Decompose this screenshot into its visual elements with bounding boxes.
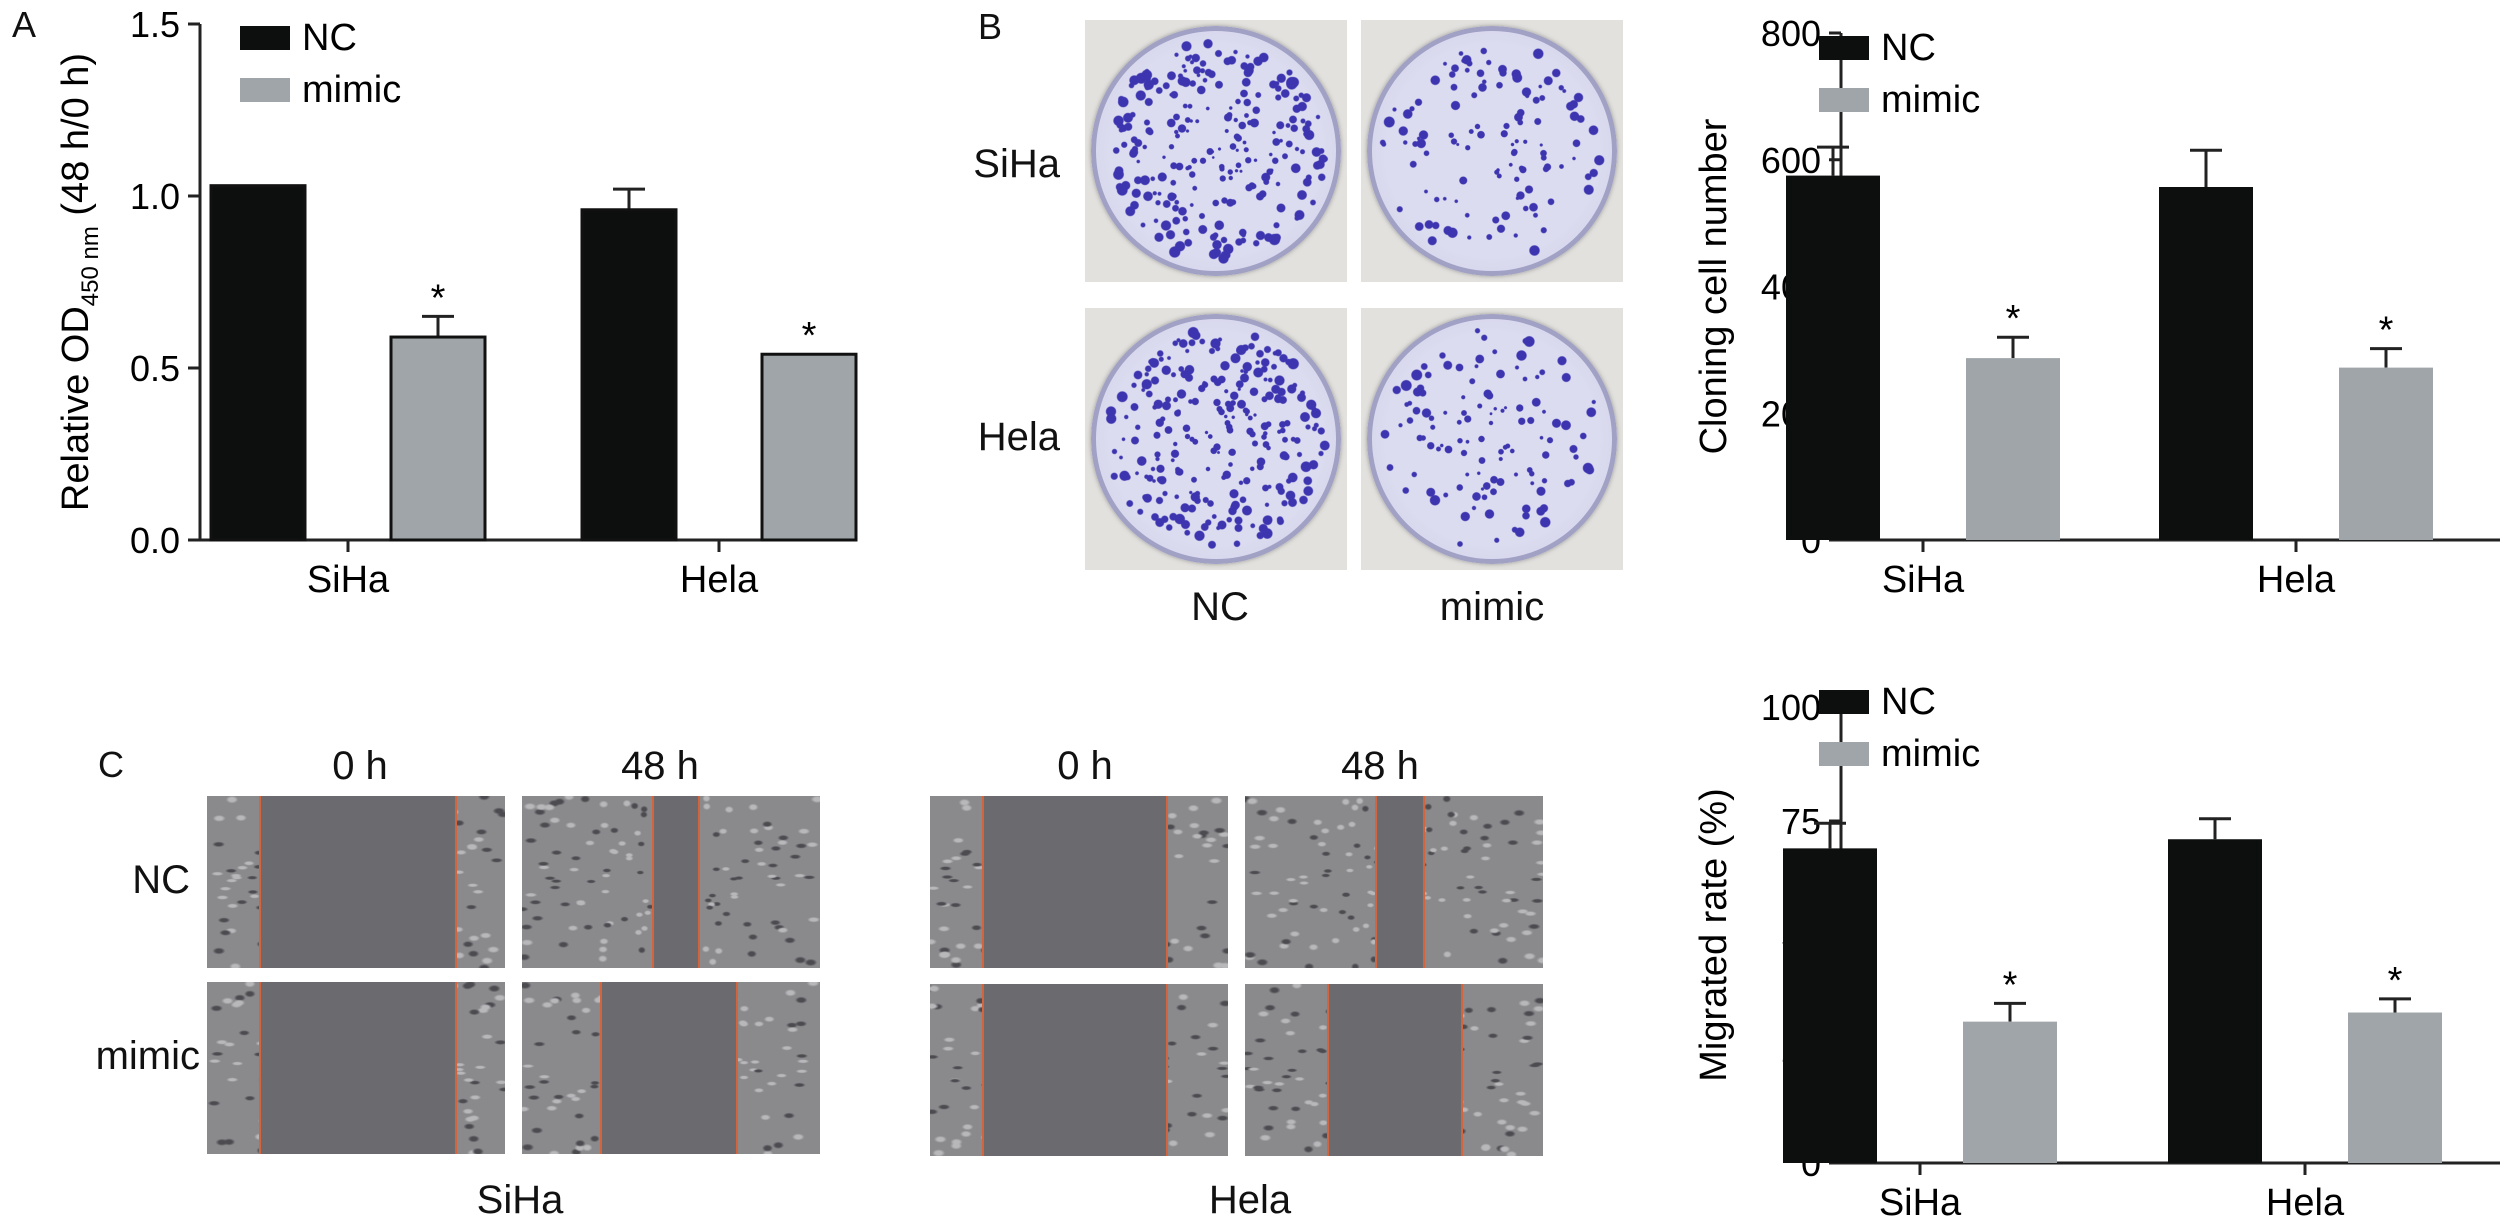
c0-bar-1-1	[760, 352, 858, 542]
c1-ytick-label-3: 600	[1761, 140, 1821, 181]
c1-bar-0-0	[1786, 175, 1880, 540]
c1-legend-label-1: mimic	[1881, 79, 1980, 121]
time-label-hela-0h: 0 h	[1057, 744, 1113, 788]
c0-ytick-label-1: 0.5	[130, 348, 180, 389]
c1-legend-label-0: NC	[1881, 27, 1936, 69]
micrograph-siha-mimic-48h	[522, 982, 820, 1154]
c0-category-label-0: SiHa	[307, 559, 390, 601]
micrograph-hela-mimic-0h	[930, 984, 1228, 1156]
c0-ytick-label-2: 1.0	[130, 176, 180, 217]
dish-col-label-nc: NC	[1191, 585, 1249, 629]
dish-hela-mimic	[1361, 308, 1623, 570]
c1-category-label-1: Hela	[2257, 559, 2336, 601]
c2-category-label-1: Hela	[2266, 1182, 2345, 1224]
c2-significance-1-0: *	[2003, 964, 2018, 1006]
c2-bar-0-1	[2168, 839, 2262, 1163]
c1-significance-1-0: *	[2006, 298, 2021, 340]
scratch-group-label-hela: Hela	[1208, 1178, 1292, 1222]
chart-b: 0200400600800Cloning cell numberSiHa*Hel…	[1693, 13, 2500, 601]
c2-legend-label-1: mimic	[1881, 733, 1980, 775]
panel-letter-c: C	[98, 744, 124, 785]
c1-bar-0-1	[2159, 187, 2253, 540]
scratch-row-label-nc: NC	[132, 858, 190, 902]
c0-significance-1-1: *	[802, 315, 817, 357]
c2-y-axis-label: Migrated rate (%)	[1693, 788, 1735, 1082]
c0-legend-swatch-1	[240, 78, 290, 102]
c1-legend-swatch-0	[1819, 36, 1869, 60]
c0-bar-0-0	[209, 184, 307, 542]
micrograph-hela-mimic-48h	[1245, 984, 1543, 1156]
c2-bar-1-0	[1963, 1021, 2057, 1163]
micrograph-hela-nc-0h	[930, 796, 1228, 968]
c0-legend-label-1: mimic	[302, 69, 401, 111]
c2-significance-1-1: *	[2388, 960, 2403, 1002]
micrograph-siha-nc-0h	[207, 796, 505, 968]
c2-ytick-label-3: 75	[1781, 801, 1821, 842]
c0-legend-swatch-0	[240, 26, 290, 50]
c2-bar-0-0	[1783, 848, 1877, 1163]
c2-legend-swatch-0	[1819, 690, 1869, 714]
c2-legend-label-0: NC	[1881, 681, 1936, 723]
c2-bar-1-1	[2348, 1012, 2442, 1163]
c1-ytick-label-4: 800	[1761, 13, 1821, 54]
c2-ytick-label-4: 100	[1761, 687, 1821, 728]
c0-y-axis-label: Relative OD450 nm (48 h/0 h)	[55, 53, 104, 511]
micrograph-siha-nc-48h	[522, 796, 820, 968]
dish-row-label-siha: SiHa	[973, 142, 1060, 186]
c0-ytick-label-3: 1.5	[130, 4, 180, 45]
micrograph-hela-nc-48h	[1245, 796, 1543, 968]
panel-letter-a: A	[12, 4, 37, 45]
c2-category-label-0: SiHa	[1879, 1182, 1962, 1224]
time-label-hela-48h: 48 h	[1341, 744, 1419, 788]
scratch-group-label-siha: SiHa	[476, 1178, 564, 1222]
c0-significance-1-0: *	[431, 277, 446, 319]
scratch-row-label-mimic: mimic	[95, 1034, 200, 1078]
c1-bar-1-0	[1966, 358, 2060, 540]
panel-letter-b: B	[978, 6, 1003, 47]
c2-legend-swatch-1	[1819, 742, 1869, 766]
dish-row-label-hela: Hela	[977, 415, 1060, 459]
time-label-siha-48h: 48 h	[621, 744, 699, 788]
c0-bar-0-1	[580, 208, 678, 542]
c1-bar-1-1	[2339, 367, 2433, 540]
dish-siha-mimic	[1361, 20, 1623, 282]
c0-category-label-1: Hela	[680, 559, 759, 601]
micrograph-siha-mimic-0h	[207, 982, 505, 1154]
c0-legend-label-0: NC	[302, 17, 357, 59]
chart-a: 0.0 0.5 1.0 1.5 Relative OD450 nm (48 h/0 h)…	[55, 4, 858, 601]
c1-category-label-0: SiHa	[1882, 559, 1965, 601]
c1-significance-1-1: *	[2379, 310, 2394, 352]
c0-ytick-label-0: 0.0	[130, 520, 180, 561]
time-label-siha-0h: 0 h	[332, 744, 388, 788]
dish-hela-nc	[1085, 308, 1347, 570]
c1-legend-swatch-1	[1819, 88, 1869, 112]
chart-c: 0255075100Migrated rate (%)SiHa*Hela*NCm…	[1693, 681, 2500, 1224]
c1-y-axis-label: Cloning cell number	[1693, 118, 1735, 454]
dish-col-label-mimic: mimic	[1439, 585, 1545, 629]
dish-siha-nc	[1085, 20, 1347, 282]
c0-bar-1-0	[389, 335, 487, 542]
